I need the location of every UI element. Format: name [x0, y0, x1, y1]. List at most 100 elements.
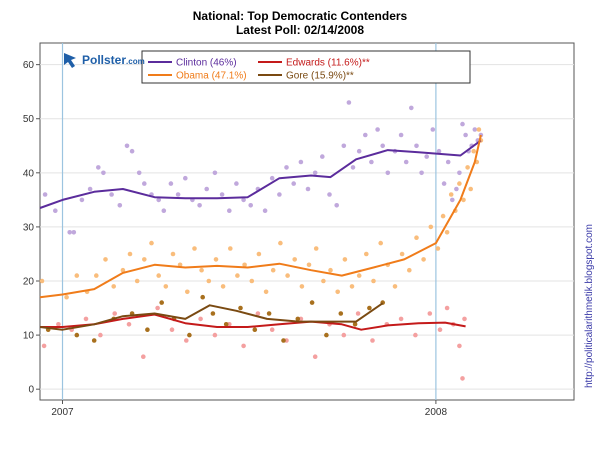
poll-point-series-1 [465, 165, 470, 170]
y-tick-label: 0 [28, 385, 34, 396]
poll-point-series-1 [468, 186, 474, 192]
poll-point-series-0 [298, 159, 304, 165]
poll-point-series-0 [369, 159, 374, 165]
poll-point-series-1 [371, 278, 376, 284]
poll-point-series-2 [241, 343, 246, 349]
legend-label: Clinton (46%) [176, 58, 237, 69]
poll-point-series-0 [241, 197, 246, 203]
poll-point-series-0 [234, 181, 239, 186]
poll-point-series-0 [136, 170, 142, 176]
poll-point-series-0 [219, 192, 225, 197]
y-tick-label: 10 [23, 331, 35, 342]
poll-point-series-0 [430, 127, 436, 132]
poll-point-series-2 [460, 376, 465, 381]
poll-point-series-3 [91, 338, 97, 343]
poll-point-series-1 [306, 262, 312, 268]
poll-point-series-1 [407, 267, 412, 273]
poll-point-series-1 [249, 278, 255, 284]
poll-point-series-0 [53, 208, 58, 213]
poll-point-series-0 [161, 208, 167, 213]
poll-point-series-3 [210, 311, 216, 316]
poll-point-series-1 [328, 267, 333, 273]
poll-point-series-2 [457, 343, 462, 349]
poll-point-series-2 [56, 322, 61, 327]
legend: Clinton (46%) Obama (47.1%) Edwards (11.6%… [141, 50, 471, 84]
poll-point-series-2 [370, 338, 375, 343]
poll-point-series-0 [269, 175, 275, 181]
y-tick-label: 50 [23, 114, 35, 125]
poll-points [39, 100, 484, 381]
poll-point-series-1 [228, 246, 233, 251]
poll-point-series-0 [71, 230, 77, 235]
poll-point-series-1 [414, 235, 419, 240]
poll-point-series-2 [198, 316, 203, 322]
poll-point-series-1 [428, 224, 434, 230]
poll-point-series-3 [367, 305, 372, 311]
x-axis: 2007 2008 [51, 400, 447, 418]
x-tick-label: 2008 [425, 407, 448, 418]
poll-point-series-0 [472, 127, 478, 132]
poll-point-series-2 [212, 332, 218, 338]
poll-point-series-1 [335, 289, 341, 295]
poll-point-series-0 [350, 165, 356, 170]
poll-point-series-2 [355, 311, 361, 316]
poll-point-series-0 [129, 148, 135, 154]
pollster-logo: Pollster.com [64, 53, 145, 68]
poll-point-series-2 [312, 354, 318, 360]
poll-point-series-2 [269, 327, 275, 333]
poll-point-series-0 [403, 159, 409, 165]
poll-point-series-0 [356, 148, 362, 154]
poll-point-series-1 [313, 246, 319, 251]
poll-point-series-1 [378, 240, 384, 246]
poll-point-series-1 [471, 148, 477, 154]
poll-point-series-0 [436, 148, 442, 154]
trend-line-series-2 [40, 313, 466, 331]
poll-point-series-3 [295, 316, 301, 322]
poll-point-series-1 [299, 284, 305, 289]
poll-point-series-1 [74, 273, 80, 278]
poll-point-series-1 [399, 251, 405, 257]
y-tick-label: 40 [23, 168, 35, 179]
poll-point-series-2 [112, 311, 117, 316]
y-axis: 0 10 20 30 40 50 60 [23, 60, 40, 396]
poll-point-series-3 [200, 294, 205, 300]
poll-point-series-0 [409, 105, 414, 111]
poll-point-series-1 [270, 267, 276, 273]
poll-point-series-0 [101, 170, 106, 176]
plot-area [39, 42, 575, 401]
y-tick-label: 30 [23, 222, 35, 233]
poll-point-series-2 [126, 322, 132, 327]
poll-point-series-0 [248, 203, 253, 208]
poll-point-series-1 [421, 257, 426, 262]
poll-point-series-1 [392, 284, 398, 289]
poll-point-series-3 [238, 305, 243, 311]
chart-subtitle: Latest Poll: 02/14/2008 [236, 23, 364, 37]
trend-line-series-3 [39, 302, 384, 331]
chart-title: National: Top Democratic Contenders [193, 9, 408, 23]
poll-point-series-3 [252, 327, 258, 333]
poll-point-series-3 [223, 322, 229, 327]
poll-point-series-2 [255, 311, 261, 316]
poll-point-series-0 [117, 203, 123, 208]
poll-point-series-0 [375, 127, 380, 132]
poll-point-series-0 [142, 181, 147, 186]
poll-point-series-0 [305, 186, 311, 192]
poll-point-series-0 [327, 192, 332, 197]
poll-point-series-1 [476, 127, 482, 132]
poll-point-series-0 [385, 170, 391, 176]
poll-point-series-0 [441, 181, 447, 186]
poll-point-series-1 [192, 246, 197, 251]
poll-point-series-0 [291, 181, 297, 186]
poll-point-series-0 [450, 197, 455, 203]
pollster-logo-text: Pollster.com [82, 53, 145, 67]
poll-point-series-2 [437, 327, 443, 333]
poll-point-series-0 [183, 175, 188, 181]
poll-point-series-0 [175, 192, 181, 197]
poll-point-series-3 [266, 311, 272, 316]
poll-point-series-1 [206, 278, 212, 284]
poll-point-series-2 [462, 316, 467, 322]
poll-point-series-1 [220, 284, 226, 289]
poll-point-series-0 [124, 143, 130, 149]
y-tick-label: 60 [23, 60, 35, 71]
